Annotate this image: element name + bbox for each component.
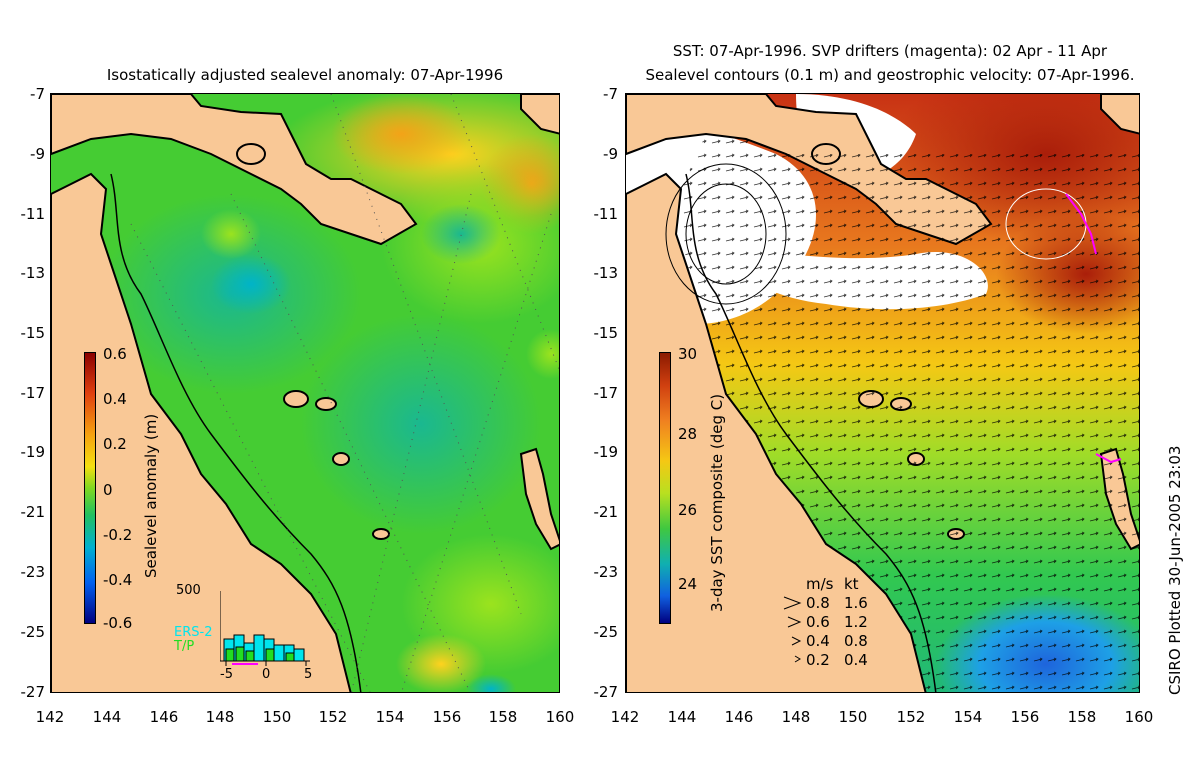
lat-tick: -13	[20, 264, 46, 282]
lat-tick: -21	[20, 503, 46, 521]
sealevel-anomaly-map	[50, 93, 560, 693]
lon-tick: 148	[781, 708, 811, 726]
lon-tick: 160	[545, 708, 575, 726]
sealevel-colorbar	[84, 352, 96, 624]
sealevel-colorbar-tick: 0.2	[103, 435, 127, 453]
lon-tick: 152	[896, 708, 926, 726]
histogram-xtick: -5	[220, 667, 233, 682]
lon-tick: 158	[488, 708, 518, 726]
right-panel-title-line1: SST: 07-Apr-1996. SVP drifters (magenta)…	[672, 42, 1108, 60]
histogram-bars	[220, 591, 310, 666]
velocity-legend-ms: 0.6	[806, 613, 830, 631]
lon-tick: 154	[953, 708, 983, 726]
lat-tick: -17	[20, 384, 46, 402]
sealevel-colorbar-tick: -0.2	[103, 526, 133, 544]
lon-tick: 150	[838, 708, 868, 726]
velocity-legend-kt: 0.8	[844, 632, 868, 650]
sealevel-map-graphic	[51, 94, 559, 692]
velocity-legend-kt: 1.6	[844, 594, 868, 612]
lon-tick: 144	[667, 708, 697, 726]
lon-tick: 148	[205, 708, 235, 726]
lat-tick: -25	[20, 623, 46, 641]
lat-tick: -21	[593, 503, 619, 521]
histogram-legend-tp: T/P	[174, 639, 195, 654]
left-panel-title: Isostatically adjusted sealevel anomaly:…	[106, 66, 504, 84]
lat-tick: -15	[20, 324, 46, 342]
lon-tick: 142	[610, 708, 640, 726]
velocity-legend-ms: 0.4	[806, 632, 830, 650]
lon-tick: 158	[1067, 708, 1097, 726]
lon-tick: 156	[432, 708, 462, 726]
lon-tick: 146	[724, 708, 754, 726]
lat-tick: -19	[20, 443, 46, 461]
lat-tick: -13	[593, 264, 619, 282]
sst-map-graphic	[626, 94, 1139, 692]
lat-tick: -7	[603, 85, 618, 103]
sealevel-colorbar-label: Sealevel anomaly (m)	[142, 413, 160, 578]
sst-colorbar-tick: 30	[678, 345, 698, 363]
velocity-legend-kt: 0.4	[844, 651, 868, 669]
sealevel-colorbar-tick: 0.4	[103, 390, 127, 408]
plot-credit: CSIRO Plotted 30-Jun-2005 23:03	[1166, 445, 1184, 695]
velocity-legend-header-ms: m/s	[806, 575, 834, 593]
sealevel-colorbar-tick: -0.4	[103, 571, 133, 589]
sealevel-colorbar-tick: 0	[103, 481, 113, 499]
lat-tick: -23	[593, 563, 619, 581]
lat-tick: -27	[593, 683, 619, 701]
track-histogram: 500 ERS-2 T/P -5 0 5	[170, 583, 320, 683]
velocity-legend-kt: 1.2	[844, 613, 868, 631]
velocity-legend-arrows	[783, 596, 802, 663]
sst-colorbar-tick: 26	[678, 501, 698, 519]
lat-tick: -11	[593, 205, 619, 223]
lon-tick: 142	[35, 708, 65, 726]
sst-colorbar-tick: 24	[678, 575, 698, 593]
velocity-legend: m/s kt 0.8 1.6 0.6 1.2 0.4 0.8 0.2 0.4	[780, 575, 880, 670]
sst-colorbar	[659, 352, 671, 624]
lat-tick: -19	[593, 443, 619, 461]
lat-tick: -9	[603, 145, 618, 163]
sst-colorbar-tick: 28	[678, 425, 698, 443]
lat-tick: -23	[20, 563, 46, 581]
lat-tick: -15	[593, 324, 619, 342]
velocity-legend-ms: 0.8	[806, 594, 830, 612]
lon-tick: 146	[149, 708, 179, 726]
velocity-legend-header-kt: kt	[844, 575, 859, 593]
lat-tick: -11	[20, 205, 46, 223]
histogram-legend-ers2: ERS-2	[174, 625, 213, 640]
lon-tick: 152	[318, 708, 348, 726]
sst-velocity-map	[625, 93, 1140, 693]
lat-tick: -17	[593, 384, 619, 402]
velocity-legend-ms: 0.2	[806, 651, 830, 669]
lon-tick: 144	[92, 708, 122, 726]
lon-tick: 150	[262, 708, 292, 726]
lat-tick: -9	[30, 145, 45, 163]
right-panel-title-line2: Sealevel contours (0.1 m) and geostrophi…	[645, 66, 1135, 84]
lat-tick: -7	[30, 85, 45, 103]
lat-tick: -27	[20, 683, 46, 701]
histogram-xtick: 5	[304, 667, 313, 682]
histogram-xtick: 0	[262, 667, 271, 682]
lon-tick: 160	[1124, 708, 1154, 726]
sst-colorbar-label: 3-day SST composite (deg C)	[708, 393, 726, 612]
lon-tick: 156	[1010, 708, 1040, 726]
histogram-ymax: 500	[176, 583, 201, 598]
sealevel-colorbar-tick: 0.6	[103, 345, 127, 363]
lon-tick: 154	[375, 708, 405, 726]
sealevel-colorbar-tick: -0.6	[103, 614, 133, 632]
lat-tick: -25	[593, 623, 619, 641]
